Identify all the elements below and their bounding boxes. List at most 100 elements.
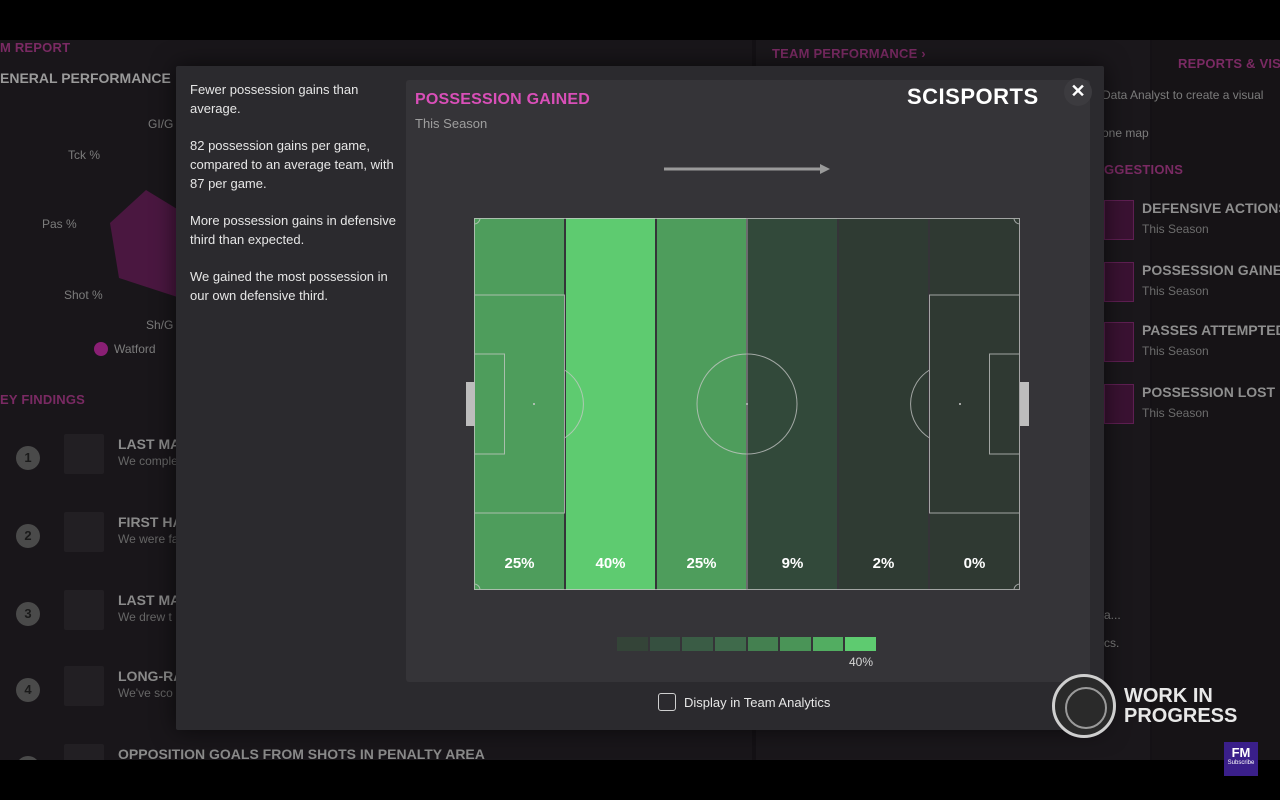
reports-header: REPORTS & VIS (1178, 56, 1280, 71)
corner-arc (1013, 218, 1020, 225)
insights-text: Fewer possession gains than average. 82 … (190, 80, 406, 323)
suggestion-item[interactable]: PASSES ATTEMPTED This Season (1100, 322, 1280, 372)
fm-badge-subtext: Subscribe (1227, 760, 1255, 766)
scale-step (714, 637, 746, 651)
fm-subscribe-badge[interactable]: FM Subscribe (1224, 742, 1258, 776)
zone-percent-label: 2% (873, 555, 895, 572)
finding-thumbnail (64, 512, 104, 552)
suggestion-thumbnail (1104, 384, 1134, 424)
watermark-line: PROGRESS (1124, 705, 1238, 727)
scale-step (747, 637, 779, 651)
pitch-zone-6 (930, 218, 1019, 590)
finding-item[interactable]: 3 LAST MA We drew t (0, 588, 752, 658)
centre-spot (746, 403, 748, 405)
suggestion-item[interactable]: POSSESSION LOST This Season (1100, 384, 1280, 434)
pitch-zone-chart: 25% 40% 25% 9% 2% 0% (474, 218, 1020, 590)
suggestion-title: POSSESSION LOST (1142, 384, 1276, 400)
sports-interactive-seal-icon (1052, 674, 1116, 738)
zone-percent-label: 40% (595, 555, 625, 572)
finding-desc: We were fa (118, 532, 179, 546)
display-in-team-analytics-toggle[interactable]: Display in Team Analytics (658, 693, 830, 711)
card-title: POSSESSION GAINED (415, 91, 590, 108)
card-subtitle: This Season (415, 116, 488, 131)
finding-item[interactable]: 1 LAST MA We comple (0, 432, 752, 502)
suggestions-header: GGESTIONS (1104, 162, 1184, 177)
insight-line: We gained the most possession in our own… (190, 269, 388, 303)
radar-label: Pas % (42, 217, 77, 231)
pitch-zone-3 (657, 218, 746, 590)
team-performance-header[interactable]: TEAM PERFORMANCE › (772, 46, 926, 61)
scale-max-label: 40% (849, 655, 874, 669)
finding-desc: We drew t (118, 610, 172, 624)
suggestion-item[interactable]: DEFENSIVE ACTIONS This Season (1100, 200, 1280, 250)
attack-direction-arrow-icon (664, 164, 830, 174)
pitch-zone-5 (839, 218, 928, 590)
panel-text: cs. (1104, 636, 1120, 650)
scale-step (845, 637, 876, 651)
scisports-logo: SCISPORTS (907, 84, 1039, 109)
possession-gained-dialog: Fewer possession gains than average. 82 … (176, 66, 1104, 730)
legend-team: Watford (114, 342, 156, 356)
finding-thumbnail (64, 666, 104, 706)
penalty-spot (959, 403, 961, 405)
left-penalty-arc (564, 369, 584, 439)
zone-percent-label: 25% (504, 555, 534, 572)
finding-desc: We comple (118, 454, 178, 468)
reports-field[interactable]: one map (1102, 126, 1149, 140)
insight-line: More possession gains in defensive third… (190, 213, 396, 247)
scale-step (617, 637, 648, 651)
finding-number: 1 (16, 446, 40, 470)
fm-badge-text: FM (1231, 745, 1251, 760)
suggestion-thumbnail (1104, 262, 1134, 302)
scale-step (812, 637, 844, 651)
insight-line: 82 possession gains per game, compared t… (190, 138, 394, 191)
suggestion-desc: This Season (1142, 284, 1209, 298)
radar-label: GI/G (148, 117, 174, 131)
radar-label: Shot % (64, 288, 103, 302)
pitch-zone-4 (748, 218, 837, 590)
finding-item[interactable]: 2 FIRST HA We were fa (0, 510, 752, 580)
suggestion-desc: This Season (1142, 406, 1209, 420)
work-in-progress-watermark: WORK IN PROGRESS (1124, 686, 1237, 726)
insight-line: Fewer possession gains than average. (190, 82, 359, 116)
finding-number: 4 (16, 678, 40, 702)
finding-thumbnail (64, 744, 104, 760)
finding-thumbnail (64, 434, 104, 474)
team-report-header: M REPORT (0, 40, 71, 55)
possession-gained-card: POSSESSION GAINED This Season SCISPORTS (406, 80, 1090, 682)
zone-percent-label: 0% (964, 555, 986, 572)
zone-percent-label: 9% (782, 555, 804, 572)
suggestion-thumbnail (1104, 322, 1134, 362)
close-button[interactable]: ✕ (1064, 78, 1092, 106)
finding-number: 5 (16, 756, 40, 760)
radar-label: Sh/G (146, 318, 174, 332)
pitch-zone-2 (566, 218, 655, 590)
left-goal (466, 382, 475, 426)
finding-item[interactable]: 5 OPPOSITION GOALS FROM SHOTS IN PENALTY… (0, 742, 752, 760)
finding-desc: We've sco (118, 686, 173, 700)
scale-step (649, 637, 681, 651)
suggestion-desc: This Season (1142, 222, 1209, 236)
suggestion-title: POSSESSION GAINE (1142, 262, 1280, 278)
watermark-line: WORK IN (1124, 685, 1213, 707)
display-in-team-analytics-checkbox[interactable] (658, 693, 676, 711)
finding-title: LAST MA (118, 436, 181, 452)
suggestion-title: DEFENSIVE ACTIONS (1142, 200, 1280, 216)
legend-dot (94, 342, 108, 356)
colour-scale-legend (617, 637, 878, 651)
reports-panel (1152, 40, 1280, 760)
finding-item[interactable]: 4 LONG-RA We've sco (0, 664, 752, 734)
finding-title: LAST MA (118, 592, 181, 608)
suggestion-item[interactable]: POSSESSION GAINE This Season (1100, 262, 1280, 312)
letterbox-bottom (0, 760, 1280, 800)
right-penalty-arc (910, 369, 930, 439)
finding-number: 3 (16, 602, 40, 626)
right-six-yard-box (989, 353, 1020, 455)
radar-label: Tck % (68, 148, 101, 162)
finding-thumbnail (64, 590, 104, 630)
display-in-team-analytics-label: Display in Team Analytics (684, 694, 831, 710)
pitch-zone-1 (474, 218, 564, 590)
zone-percent-label: 25% (686, 555, 716, 572)
finding-title: LONG-RA (118, 668, 184, 684)
finding-number: 2 (16, 524, 40, 548)
